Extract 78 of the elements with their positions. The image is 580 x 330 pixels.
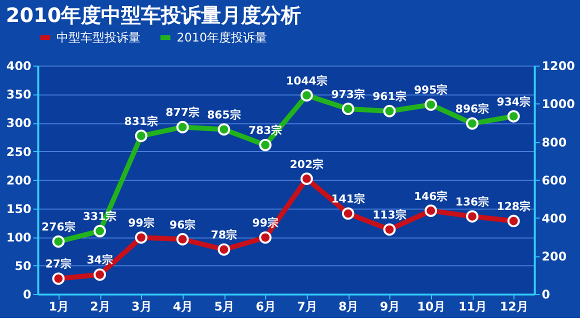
y-tick-label: 50 [14,258,32,273]
point [424,204,438,217]
point [466,117,478,130]
y-tick-label: 350 [6,88,32,102]
x-tick-label: 2月 [90,299,110,314]
data-label: 961宗 [372,90,406,104]
y2-tick-label: 0 [542,288,550,302]
data-label: 136宗 [455,195,490,208]
y2-tick-label: 600 [542,173,567,188]
data-label: 113宗 [372,208,406,222]
data-label: 99宗 [252,216,278,230]
data-label: 896宗 [455,102,490,116]
point [94,268,106,281]
point [424,98,438,111]
y-tick-label: 250 [6,144,32,159]
data-label: 141宗 [331,192,365,206]
data-label: 934宗 [496,95,531,108]
data-label: 202宗 [290,158,324,171]
y-tick-label: 300 [6,116,32,130]
x-tick-label: 4月 [172,299,194,314]
point [466,210,478,223]
data-label: 877宗 [166,106,200,120]
x-tick-label: 6月 [256,299,276,314]
point [259,138,272,152]
data-label: 34宗 [86,254,113,267]
point [383,223,396,236]
data-label: 96宗 [169,218,196,232]
x-tick-label: 5月 [214,299,235,314]
point [218,123,230,136]
point [52,235,65,248]
point [134,130,148,142]
point [342,207,354,220]
y-tick-label: 150 [6,202,32,216]
point [507,214,520,228]
point [300,89,313,102]
x-tick-label: 7月 [297,299,318,314]
x-tick-label: 8月 [338,299,359,314]
y2-tick-label: 800 [542,135,567,150]
point [176,120,189,134]
y-tick-label: 0 [22,288,32,302]
y2-tick-label: 1200 [542,59,575,74]
data-label: 1044宗 [286,74,328,88]
point [342,102,354,116]
data-label: 973宗 [331,88,365,101]
point [94,224,106,238]
point [300,172,313,185]
x-tick-label: 1月 [48,299,70,314]
y2-tick-label: 1000 [542,97,575,112]
point [507,110,520,122]
data-label: 331宗 [82,210,117,224]
point [218,243,230,256]
y-tick-label: 400 [6,59,32,74]
point [383,104,396,118]
legend-label: 2010年度投诉量 [176,30,268,45]
data-label: 995宗 [414,84,448,97]
x-tick-label: 3月 [132,299,152,314]
point [134,231,148,244]
data-label: 865宗 [207,108,241,122]
point [176,233,189,246]
x-tick-label: 9月 [380,299,400,314]
y-tick-label: 200 [6,173,32,188]
point [259,231,272,244]
y2-tick-label: 400 [542,211,567,226]
data-label: 276宗 [42,220,76,234]
point [52,272,65,285]
data-label: 128宗 [496,200,531,214]
legend-label: 中型车型投诉量 [56,30,141,45]
y2-tick-label: 200 [542,249,567,264]
data-label: 99宗 [128,216,154,230]
data-label: 78宗 [210,228,238,242]
y-tick-label: 100 [6,230,32,244]
chart-title: 2010年度中型车投诉量月度分析 [6,4,302,27]
data-label: 146宗 [414,190,448,203]
data-label: 27宗 [45,258,72,271]
x-tick-label: 12月 [500,299,528,314]
x-tick-label: 11月 [458,299,488,314]
data-label: 831宗 [124,114,158,128]
x-tick-label: 10月 [417,299,446,314]
